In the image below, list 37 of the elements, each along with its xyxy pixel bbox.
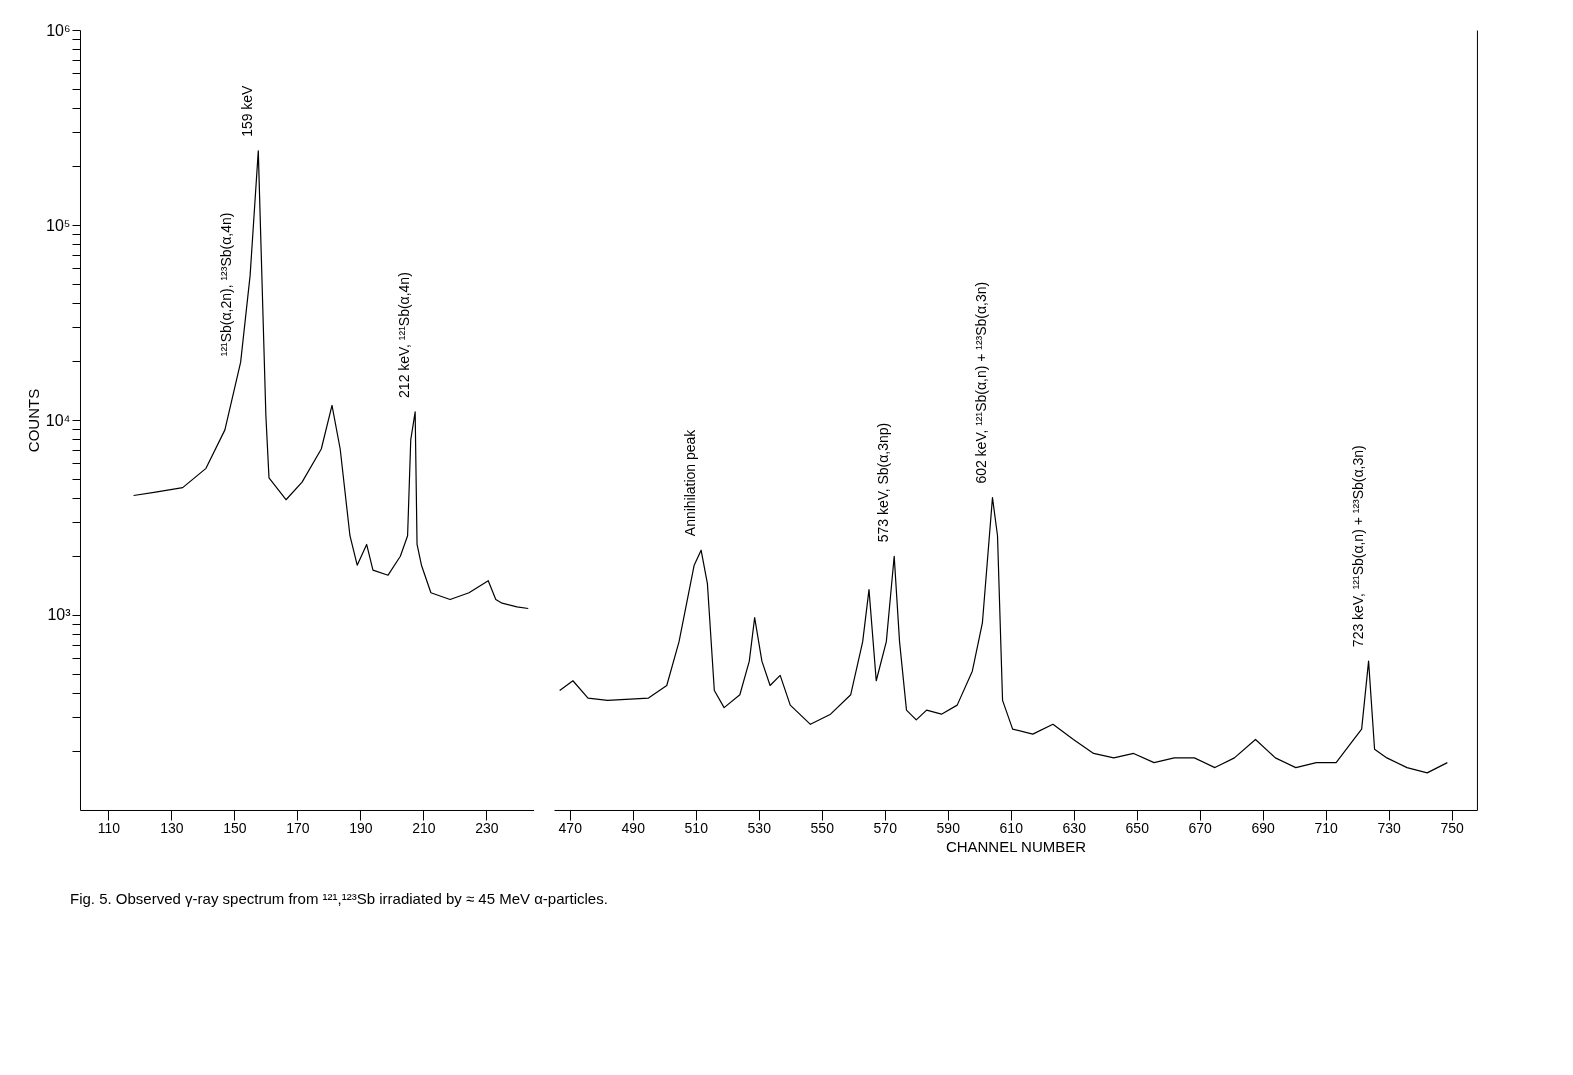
y-tick-label: 10⁶ [46,21,71,39]
line-series [132,150,529,610]
x-tick-label: 590 [936,820,960,837]
x-tick-label: 130 [160,820,184,837]
caption: Fig. 5. Observed γ-ray spectrum from ¹²¹,¹²³Sb irradiated by ≈ 45 MeV α-particles. [70,890,609,907]
x-tick-label: 730 [1377,820,1401,837]
x-tick-label: 670 [1188,820,1212,837]
x-tick-label: 610 [999,820,1023,837]
x-tick-label: 630 [1062,820,1086,837]
x-tick-label: 470 [558,820,582,837]
x-tick-label: 750 [1440,820,1464,837]
x-tick-label: 230 [475,820,499,837]
x-tick-label: 170 [286,820,310,837]
x-tick-label: 490 [621,820,645,837]
annotation: 159 keV [239,84,256,137]
x-tick-label: 690 [1251,820,1275,837]
annotation: Annihilation peak [681,428,698,537]
x-tick-label: 110 [97,820,121,837]
annotation: 723 keV, ¹²¹Sb(α,n) + ¹²³Sb(α,3n) [1349,445,1366,648]
x-tick-label: 710 [1314,820,1338,837]
y-tick-label: 10³ [47,606,72,624]
x-tick-label: 510 [684,820,708,837]
annotation: 573 keV, Sb(α,3np) [874,422,891,543]
x-tick-label: 550 [810,820,834,837]
x-tick-label: 190 [349,820,373,837]
x-tick-label: 650 [1125,820,1149,837]
x-tick-label: 150 [223,820,247,837]
x-tick-label: 530 [747,820,771,837]
x-axis-title: CHANNEL NUMBER [945,838,1086,856]
y-axis-title: COUNTS [24,388,42,453]
x-tick-label: 570 [873,820,897,837]
y-tick-label: 10⁴ [45,411,71,429]
x-tick-label: 210 [412,820,436,837]
annotation: ¹²¹Sb(α,2n), ¹²³Sb(α,4n) [218,212,235,357]
annotation: 602 keV, ¹²¹Sb(α,n) + ¹²³Sb(α,3n) [973,281,990,484]
y-tick-label: 10⁵ [46,216,71,234]
annotation: 212 keV, ¹²¹Sb(α,4n) [396,272,413,398]
